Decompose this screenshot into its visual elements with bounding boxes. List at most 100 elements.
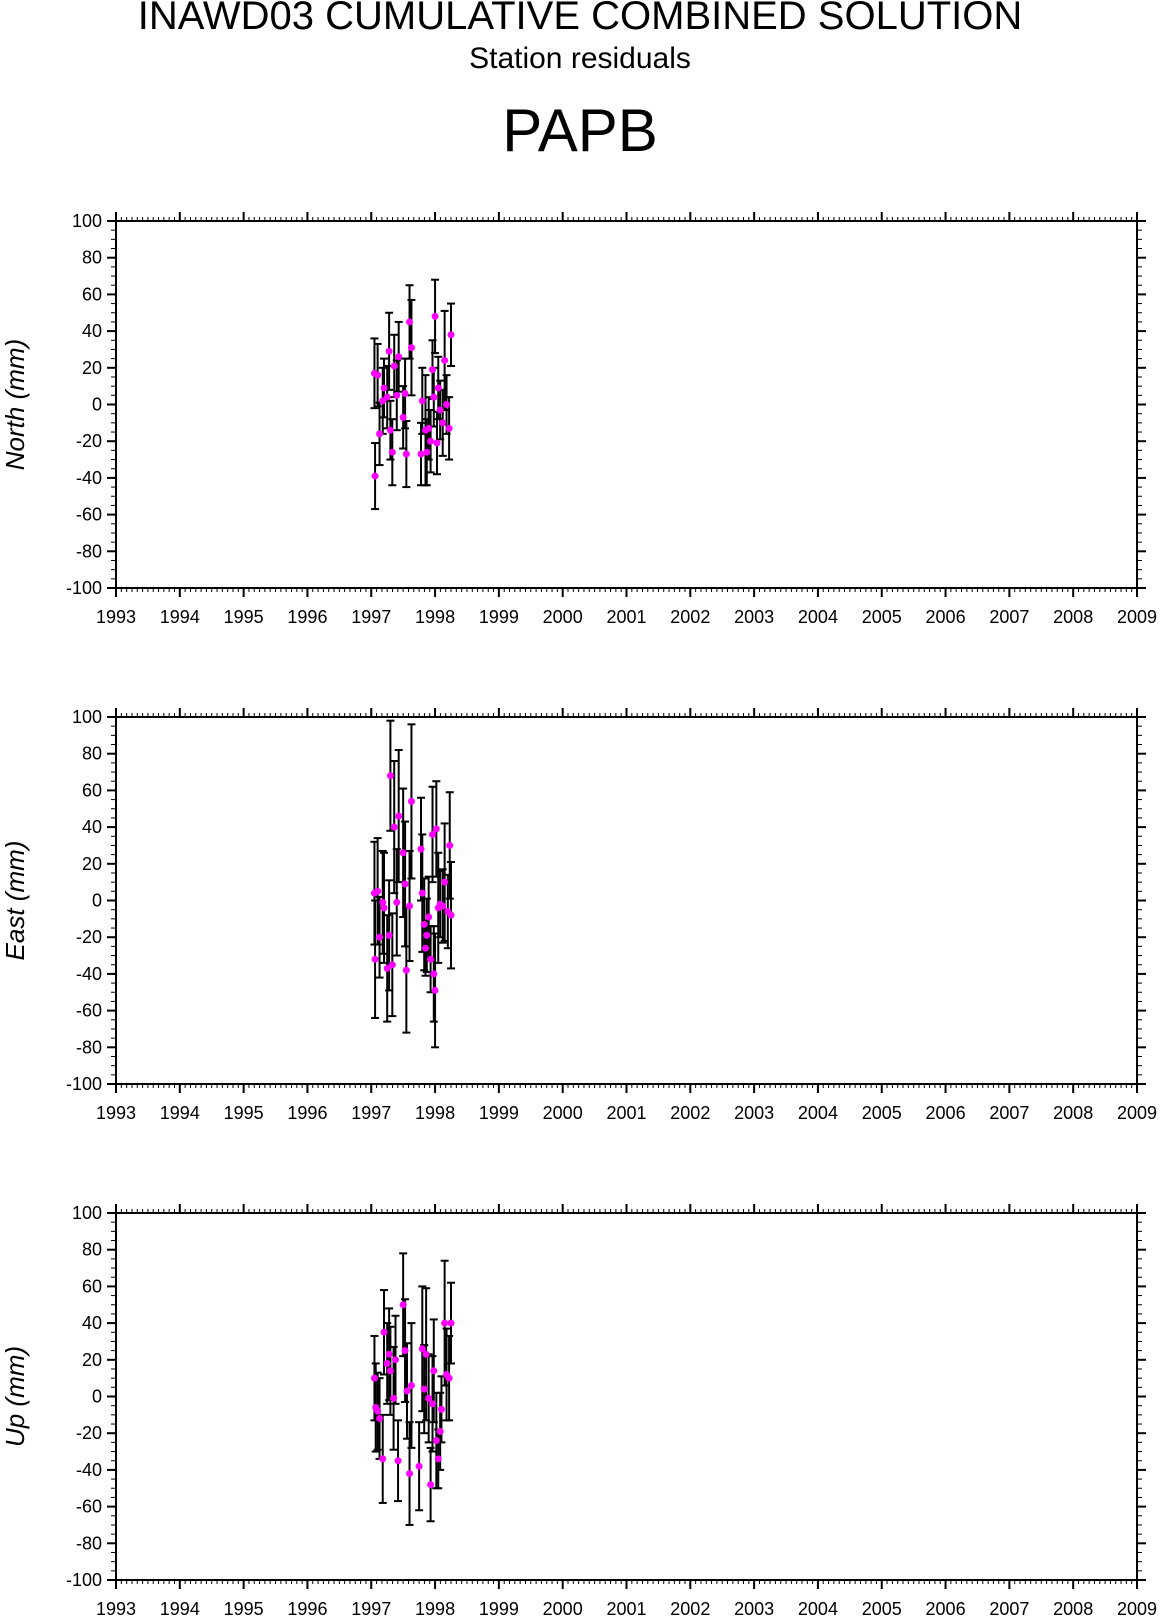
data-point — [415, 1462, 423, 1470]
x-tick-label: 2001 — [606, 1103, 646, 1123]
y-axis-label: East (mm) — [0, 841, 30, 961]
data-point — [379, 898, 387, 906]
x-tick-label: 2002 — [670, 1103, 710, 1123]
x-tick-label: 2008 — [1053, 1599, 1093, 1619]
data-point — [417, 845, 425, 853]
data-point — [370, 1374, 378, 1382]
chart-panel-3: 1993 1994 1995 1996 1997 1998 1999 2000 2001 2002… — [0, 1203, 1157, 1619]
data-point — [386, 1367, 394, 1375]
data-point — [418, 397, 426, 405]
data-point — [371, 472, 379, 480]
data-point — [420, 1385, 428, 1393]
data-point — [383, 393, 391, 401]
data-point — [401, 389, 409, 397]
y-tick-label: 80 — [82, 1240, 102, 1260]
x-tick-label: 2004 — [798, 1103, 838, 1123]
x-tick-label: 1995 — [224, 1103, 264, 1123]
data-point — [385, 1350, 393, 1358]
data-point — [394, 1457, 402, 1465]
data-point — [420, 920, 428, 928]
data-point — [402, 450, 410, 458]
y-tick-label: 100 — [72, 211, 102, 231]
y-tick-label: -100 — [66, 578, 102, 598]
data-point — [445, 1374, 453, 1382]
data-point — [433, 439, 441, 447]
y-tick-label: 80 — [82, 744, 102, 764]
x-tick-label: 1997 — [351, 1103, 391, 1123]
x-tick-label: 1997 — [351, 607, 391, 627]
data-point — [376, 1415, 384, 1423]
x-tick-label: 2005 — [862, 607, 902, 627]
x-tick-label: 1994 — [160, 1103, 200, 1123]
x-tick-label: 1998 — [415, 1103, 455, 1123]
y-tick-label: 60 — [82, 780, 102, 800]
x-tick-label: 2000 — [543, 607, 583, 627]
data-point — [443, 401, 451, 408]
x-tick-label: 2007 — [989, 1103, 1029, 1123]
data-point — [427, 437, 435, 445]
x-tick-label: 1995 — [224, 1599, 264, 1619]
y-tick-label: 0 — [92, 1387, 102, 1407]
data-point — [380, 384, 388, 392]
data-point — [383, 1359, 391, 1367]
y-tick-label: -20 — [76, 431, 102, 451]
x-tick-label: 1999 — [479, 607, 519, 627]
plot-frame — [115, 1212, 1138, 1581]
data-point — [388, 961, 396, 969]
data-point — [407, 1381, 415, 1389]
y-axis-label: Up (mm) — [0, 1346, 30, 1447]
data-point — [437, 1405, 445, 1413]
x-tick-label: 2003 — [734, 607, 774, 627]
data-point — [406, 902, 414, 910]
x-tick-label: 2002 — [670, 607, 710, 627]
data-point — [432, 825, 440, 833]
y-tick-label: -40 — [76, 468, 102, 488]
data-point — [401, 880, 409, 888]
x-tick-label: 2007 — [989, 1599, 1029, 1619]
x-tick-label: 2007 — [989, 607, 1029, 627]
data-point — [386, 772, 394, 780]
y-tick-label: -100 — [66, 1074, 102, 1094]
x-tick-label: 2004 — [798, 1599, 838, 1619]
data-point — [406, 318, 414, 326]
plot-frame — [115, 716, 1138, 1085]
data-point — [439, 419, 447, 427]
data-point — [388, 448, 396, 456]
data-point — [407, 344, 415, 352]
data-point — [376, 430, 384, 438]
data-point — [385, 347, 393, 355]
x-tick-label: 2003 — [734, 1599, 774, 1619]
data-point — [390, 1394, 398, 1402]
x-tick-label: 2002 — [670, 1599, 710, 1619]
data-point — [391, 1356, 399, 1364]
y-tick-label: -80 — [76, 1037, 102, 1057]
x-tick-label: 2008 — [1053, 1103, 1093, 1123]
data-point — [427, 1481, 435, 1489]
data-point — [422, 1350, 430, 1358]
y-tick-label: 20 — [82, 1350, 102, 1370]
x-tick-label: 1993 — [96, 1599, 136, 1619]
y-tick-label: 40 — [82, 1313, 102, 1333]
y-tick-label: 100 — [72, 1203, 102, 1223]
x-tick-label: 2006 — [926, 1599, 966, 1619]
data-point — [399, 1301, 407, 1309]
page-title: INAWD03 CUMULATIVE COMBINED SOLUTION — [137, 0, 1023, 38]
data-point — [423, 448, 431, 456]
data-point — [436, 1427, 444, 1435]
data-point — [421, 944, 429, 952]
y-tick-label: -60 — [76, 505, 102, 525]
data-point — [434, 1455, 442, 1463]
y-tick-label: -20 — [76, 927, 102, 947]
data-point — [403, 1387, 411, 1395]
data-point — [399, 849, 407, 857]
y-tick-label: 0 — [92, 395, 102, 415]
x-tick-label: 2006 — [926, 1103, 966, 1123]
x-tick-label: 1998 — [415, 607, 455, 627]
y-tick-label: 20 — [82, 854, 102, 874]
data-point — [430, 393, 438, 401]
x-tick-label: 1999 — [479, 1103, 519, 1123]
data-point — [447, 331, 455, 339]
x-tick-label: 1993 — [96, 607, 136, 627]
x-tick-label: 1995 — [224, 607, 264, 627]
